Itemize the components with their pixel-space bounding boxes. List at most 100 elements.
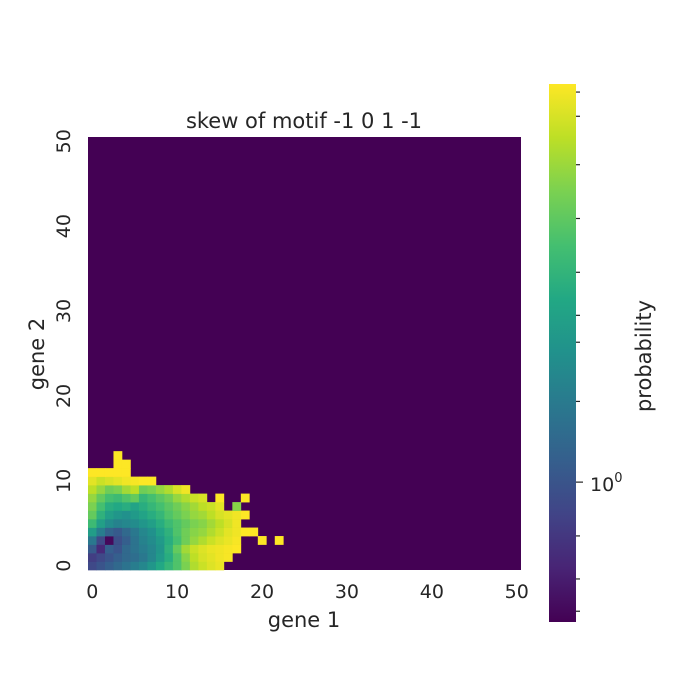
heatmap-cell [215, 544, 225, 554]
heatmap-cell [232, 502, 242, 511]
heatmap-cell [138, 553, 148, 562]
y-tick-label: 50 [53, 129, 75, 153]
heatmap-cell [240, 493, 250, 503]
heatmap-cell [232, 519, 242, 528]
heatmap-cell [198, 493, 208, 503]
heatmap-cell [223, 527, 233, 537]
y-tick-labels: 0 10 20 30 40 50 [53, 129, 75, 572]
heatmap-cell [172, 553, 182, 562]
heatmap-cell [155, 510, 165, 520]
heatmap-cell [96, 544, 106, 554]
heatmap-cell [198, 510, 208, 520]
heatmap-cell [223, 553, 233, 562]
heatmap-cell [96, 561, 106, 571]
heatmap-cell [113, 527, 123, 537]
heatmap-cell [189, 544, 199, 554]
heatmap-cell [206, 510, 216, 520]
heatmap-cell [113, 459, 123, 469]
heatmap-cell [121, 561, 131, 571]
heatmap-cell [189, 561, 199, 571]
heatmap-cell [181, 527, 191, 537]
heatmap-cell [88, 485, 97, 494]
heatmap-cell [181, 519, 191, 528]
heatmap-cell [164, 544, 174, 554]
heatmap-cell [113, 451, 123, 460]
heatmap-cell [198, 536, 208, 545]
heatmap-cell [138, 493, 148, 503]
heatmap-cell [130, 485, 140, 494]
heatmap-cell [96, 493, 106, 503]
heatmap-cell [181, 561, 191, 571]
heatmap-cell [257, 536, 267, 545]
heatmap-cell [198, 527, 208, 537]
heatmap-cell [223, 536, 233, 545]
heatmap-cell [147, 553, 157, 562]
heatmap-cell [215, 493, 225, 503]
heatmap-cell [232, 510, 242, 520]
heatmap-cell [232, 527, 242, 537]
heatmap-cell [104, 536, 114, 545]
heatmap-cell [138, 502, 148, 511]
heatmap-cell [155, 553, 165, 562]
heatmap-cell [189, 519, 199, 528]
heatmap-cell [121, 476, 131, 486]
heatmap-cell [215, 527, 225, 537]
heatmap-cell [206, 553, 216, 562]
heatmap-cell [147, 519, 157, 528]
heatmap-cell [96, 468, 106, 477]
heatmap-cell [104, 510, 114, 520]
heatmap-cell [198, 561, 208, 571]
heatmap-cell [130, 536, 140, 545]
heatmap-cell [198, 519, 208, 528]
heatmap-cell [130, 527, 140, 537]
heatmap-cell [155, 502, 165, 511]
heatmap-cell [138, 510, 148, 520]
heatmap-cell [113, 493, 123, 503]
heatmap-cell [181, 485, 191, 494]
heatmap-cell [88, 468, 97, 477]
heatmap-cell [88, 502, 97, 511]
heatmap-cell [164, 527, 174, 537]
x-tick-label: 50 [505, 581, 529, 603]
heatmap-cell [104, 493, 114, 503]
heatmap-cell [147, 502, 157, 511]
heatmap-cell [172, 502, 182, 511]
heatmap-cell [147, 544, 157, 554]
heatmap-cell [113, 561, 123, 571]
heatmap-cell [113, 485, 123, 494]
heatmap-cell [121, 502, 131, 511]
heatmap-cell [147, 561, 157, 571]
heatmap-cell [147, 536, 157, 545]
heatmap-cell [88, 519, 97, 528]
heatmap-cell [121, 485, 131, 494]
heatmap-cell [232, 536, 242, 545]
colorbar-label: probability [632, 300, 656, 412]
heatmap-cell [232, 544, 242, 554]
heatmap-cell [215, 502, 225, 511]
heatmap-cell [215, 510, 225, 520]
heatmap-cell [172, 493, 182, 503]
heatmap-cell [206, 536, 216, 545]
heatmap-cell [155, 485, 165, 494]
heatmap-cell [198, 502, 208, 511]
heatmap-cell [155, 544, 165, 554]
heatmap-cell [206, 502, 216, 511]
heatmap-cell [113, 544, 123, 554]
heatmap-cell [189, 536, 199, 545]
heatmap-cell [113, 476, 123, 486]
colorbar-ticks [576, 91, 583, 612]
heatmap-cell [172, 510, 182, 520]
heatmap-cell [121, 519, 131, 528]
heatmap-cell [164, 485, 174, 494]
heatmap-cell [138, 561, 148, 571]
heatmap-cell [206, 561, 216, 571]
heatmap-cell [215, 561, 225, 571]
heatmap-cell [121, 527, 131, 537]
heatmap-cell [130, 544, 140, 554]
heatmap-cell [88, 493, 97, 503]
heatmap-cell [88, 553, 97, 562]
heatmap-cell [121, 553, 131, 562]
y-tick-label: 30 [53, 299, 75, 323]
y-tick-label: 40 [53, 214, 75, 238]
